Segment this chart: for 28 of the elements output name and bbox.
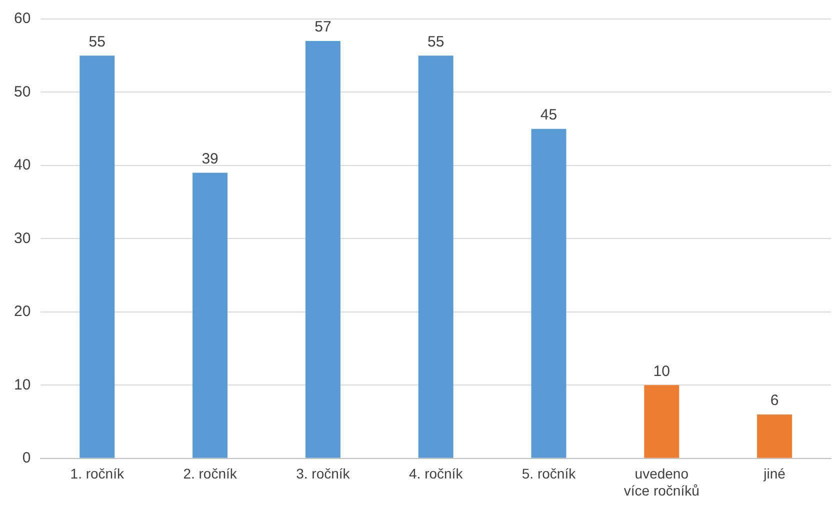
data-label: 6	[770, 392, 779, 410]
bar	[644, 385, 680, 458]
x-tick-label: uvedeno více ročníků	[624, 466, 700, 498]
y-tick-label: 0	[22, 450, 31, 467]
bar	[757, 414, 792, 458]
x-tick-label: 4. ročník	[408, 466, 464, 482]
bar	[418, 56, 454, 458]
y-tick-label: 40	[14, 156, 31, 174]
y-tick-label: 60	[14, 10, 31, 28]
x-tick-label: 1. ročník	[70, 466, 125, 482]
data-label: 57	[314, 18, 332, 36]
x-tick-label: 2. ročník	[183, 466, 238, 482]
x-tick-label: 5. ročník	[522, 466, 577, 482]
x-tick-label: jiné	[762, 466, 786, 482]
y-tick-label: 50	[14, 83, 31, 100]
bar	[80, 56, 115, 458]
data-label: 45	[540, 106, 558, 124]
bar	[192, 172, 228, 458]
data-label: 55	[88, 33, 106, 50]
data-label: 39	[202, 150, 218, 168]
y-tick-label: 10	[14, 376, 31, 394]
y-tick-label: 20	[14, 303, 31, 320]
data-label: 55	[428, 33, 444, 50]
data-label: 10	[653, 362, 670, 380]
bar	[531, 128, 566, 458]
x-tick-label: 3. ročník	[296, 466, 351, 482]
y-tick-label: 30	[14, 230, 31, 247]
bar	[305, 40, 340, 458]
